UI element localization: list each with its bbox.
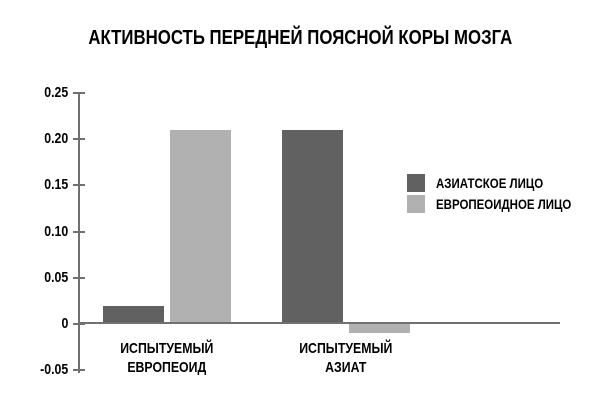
y-tick-label: 0.20 bbox=[44, 130, 68, 148]
bar-light-group2 bbox=[349, 324, 410, 333]
legend-swatch-light bbox=[407, 194, 425, 213]
y-axis-tick bbox=[73, 323, 85, 325]
x-category-label-1: ИСПЫТУЕМЫЙ ЕВРОПЕОИД bbox=[120, 340, 214, 376]
y-axis-line bbox=[78, 93, 80, 373]
y-axis-tick bbox=[73, 184, 85, 187]
y-axis-tick bbox=[73, 230, 85, 233]
y-tick-label: 0.10 bbox=[44, 222, 68, 240]
y-tick-label: -0.05 bbox=[39, 361, 68, 379]
legend-label-caucasian-face: ЕВРОПЕОИДНОЕ ЛИЦО bbox=[436, 195, 572, 212]
y-tick-label: 0 bbox=[61, 315, 68, 332]
legend-item-caucasian-face: ЕВРОПЕОИДНОЕ ЛИЦО bbox=[407, 193, 600, 214]
x-axis-line bbox=[78, 322, 560, 324]
y-axis-tick bbox=[73, 92, 85, 94]
y-tick-label: 0.15 bbox=[44, 176, 68, 194]
y-axis-tick bbox=[73, 276, 85, 279]
legend-label-asian-face: АЗИАТСКОЕ ЛИЦО bbox=[436, 174, 544, 191]
bar-dark-group1 bbox=[103, 306, 164, 324]
legend-swatch-dark bbox=[407, 173, 425, 192]
y-axis-tick bbox=[73, 369, 85, 372]
y-axis-tick bbox=[73, 138, 85, 141]
legend-item-asian-face: АЗИАТСКОЕ ЛИЦО bbox=[407, 172, 600, 193]
y-tick-label: 0.05 bbox=[44, 268, 68, 286]
y-tick-label: 0.25 bbox=[44, 84, 68, 101]
x-category-label-2: ИСПЫТУЕМЫЙ АЗИАТ bbox=[299, 340, 393, 376]
chart-title: АКТИВНОСТЬ ПЕРЕДНЕЙ ПОЯСНОЙ КОРЫ МОЗГА bbox=[88, 27, 512, 49]
bar-light-group1 bbox=[170, 130, 231, 324]
legend: АЗИАТСКОЕ ЛИЦО ЕВРОПЕОИДНОЕ ЛИЦО bbox=[407, 172, 600, 214]
bar-dark-group2 bbox=[282, 130, 343, 324]
